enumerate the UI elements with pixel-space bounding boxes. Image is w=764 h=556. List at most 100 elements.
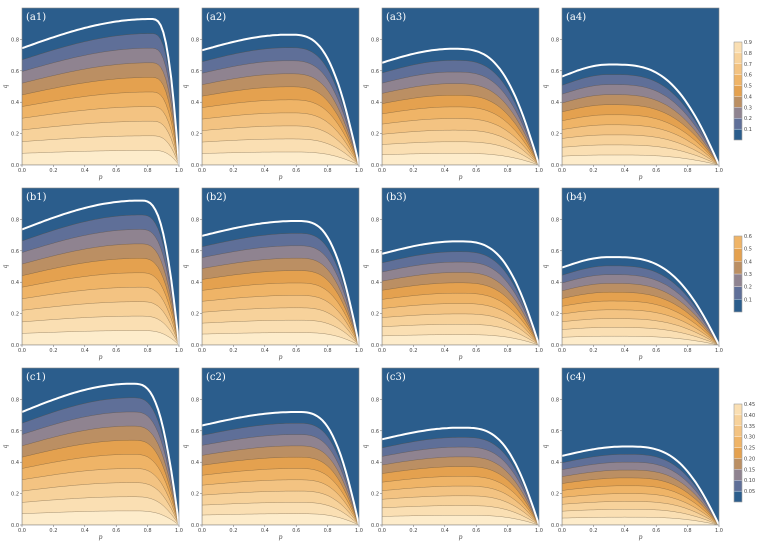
- x-tick-label: 0.6: [652, 528, 660, 534]
- boundary-line: [382, 240, 539, 345]
- panel-label: (c1): [26, 372, 46, 383]
- colorbar-swatch: [733, 403, 743, 416]
- panel-label: (c3): [386, 372, 406, 383]
- y-tick-label: 0.8: [11, 397, 19, 403]
- colorbar-swatch: [733, 261, 743, 275]
- contour-bands: [382, 47, 539, 165]
- contour-band: [22, 510, 179, 525]
- panel-frame: [201, 187, 360, 346]
- contour-band: [22, 330, 179, 345]
- contour-bands: [382, 240, 539, 345]
- x-tick-label: 0.8: [684, 528, 692, 534]
- y-tick-label: 0.2: [191, 312, 199, 318]
- colorbar-swatch: [733, 107, 743, 119]
- panel-frame: [201, 7, 360, 166]
- x-axis-label: p: [99, 174, 103, 181]
- y-tick-label: 0.4: [371, 460, 379, 466]
- y-tick-label: 0.4: [371, 100, 379, 106]
- colorbar-swatch: [733, 248, 743, 262]
- x-tick-label: 0.6: [472, 528, 480, 534]
- x-tick-label: 1.0: [175, 348, 183, 354]
- y-axis-label: q: [2, 264, 9, 268]
- x-tick-label: 0.6: [652, 348, 660, 354]
- y-tick-label: 0.2: [191, 492, 199, 498]
- contour-band: [202, 332, 359, 345]
- x-axis-label: p: [99, 354, 103, 361]
- boundary-line: [562, 63, 719, 165]
- y-tick-label: 0.6: [371, 69, 379, 75]
- x-axis-label: p: [459, 534, 463, 541]
- y-tick-label: 0.4: [191, 460, 199, 466]
- contour-panel-a4: (a4) 0.0 0.2 0.4 0.6 0.8 1.0 p 0.0 0.2 0.4 0.6 0.8 q: [542, 7, 723, 181]
- contour-band: [562, 516, 719, 525]
- x-tick-label: 0.4: [441, 528, 449, 534]
- contour-bands: [202, 33, 359, 165]
- x-tick-label: 1.0: [355, 168, 363, 174]
- x-tick-label: 1.0: [715, 168, 723, 174]
- boundary-line: [22, 18, 179, 165]
- colorbar-tick-label: 0.25: [744, 446, 755, 452]
- contour-panel-b2: (b2) 0.0 0.2 0.4 0.6 0.8 1.0 p 0.0 0.2 0.4 0.6 0.8 q: [182, 187, 363, 361]
- panel-label: (b4): [566, 192, 587, 203]
- x-tick-label: 0.6: [472, 348, 480, 354]
- colorbar-frame: [733, 235, 743, 313]
- x-tick-label: 1.0: [355, 528, 363, 534]
- panel-frame: [201, 367, 360, 526]
- y-tick-label: 0.8: [551, 217, 559, 223]
- y-tick-label: 0.6: [11, 249, 19, 255]
- y-tick-label: 0.4: [11, 460, 19, 466]
- x-tick-label: 0.0: [198, 348, 206, 354]
- y-tick-label: 0.2: [371, 492, 379, 498]
- y-tick-label: 0.0: [551, 163, 559, 169]
- x-tick-label: 0.2: [409, 348, 417, 354]
- contour-bands: [202, 220, 359, 345]
- colorbar-tick-label: 0.5: [744, 84, 752, 90]
- x-tick-label: 0.0: [18, 528, 26, 534]
- y-tick-label: 0.0: [191, 523, 199, 529]
- panel-label: (c2): [206, 372, 226, 383]
- x-tick-label: 0.0: [378, 168, 386, 174]
- y-tick-label: 0.8: [191, 397, 199, 403]
- x-tick-label: 0.6: [472, 168, 480, 174]
- x-tick-label: 0.0: [198, 168, 206, 174]
- boundary-line: [202, 411, 359, 525]
- x-tick-label: 0.0: [18, 348, 26, 354]
- y-axis-label: q: [362, 84, 369, 88]
- colorbar-swatch: [733, 299, 743, 313]
- x-tick-label: 1.0: [715, 528, 723, 534]
- x-tick-label: 0.2: [229, 528, 237, 534]
- y-tick-label: 0.0: [11, 343, 19, 349]
- colorbar-swatch: [733, 458, 743, 470]
- y-tick-label: 0.0: [551, 343, 559, 349]
- colorbar-tick-label: 0.4: [744, 259, 752, 265]
- y-tick-label: 0.8: [551, 37, 559, 43]
- y-tick-label: 0.2: [551, 492, 559, 498]
- boundary-line: [382, 426, 539, 525]
- y-tick-label: 0.6: [371, 429, 379, 435]
- y-tick-label: 0.8: [551, 397, 559, 403]
- x-tick-label: 0.8: [144, 348, 152, 354]
- y-axis-label: q: [182, 84, 189, 88]
- y-tick-label: 0.0: [191, 163, 199, 169]
- x-tick-label: 0.8: [504, 168, 512, 174]
- x-tick-label: 0.4: [441, 168, 449, 174]
- colorbar-swatch: [733, 74, 743, 86]
- y-tick-label: 0.8: [191, 217, 199, 223]
- colorbar-tick-label: 0.7: [744, 62, 752, 68]
- colorbar-swatch: [733, 96, 743, 108]
- panel-frame: [21, 187, 180, 346]
- y-tick-label: 0.6: [11, 429, 19, 435]
- colorbar-a: 0.1 0.2 0.3 0.4 0.5 0.6 0.7 0.8 0.9: [733, 40, 752, 141]
- panel-frame: [561, 187, 720, 346]
- colorbar-b: 0.1 0.2 0.3 0.4 0.5 0.6: [733, 234, 752, 313]
- colorbar-tick-label: 0.20: [744, 456, 755, 462]
- y-tick-label: 0.8: [191, 37, 199, 43]
- colorbar-tick-label: 0.5: [744, 247, 752, 253]
- contour-band: [202, 513, 359, 525]
- panel-frame: [21, 7, 180, 166]
- x-tick-label: 0.2: [49, 348, 57, 354]
- x-tick-label: 0.4: [621, 528, 629, 534]
- panel-frame: [381, 367, 540, 526]
- x-tick-label: 0.8: [324, 528, 332, 534]
- contour-bands: [562, 256, 719, 345]
